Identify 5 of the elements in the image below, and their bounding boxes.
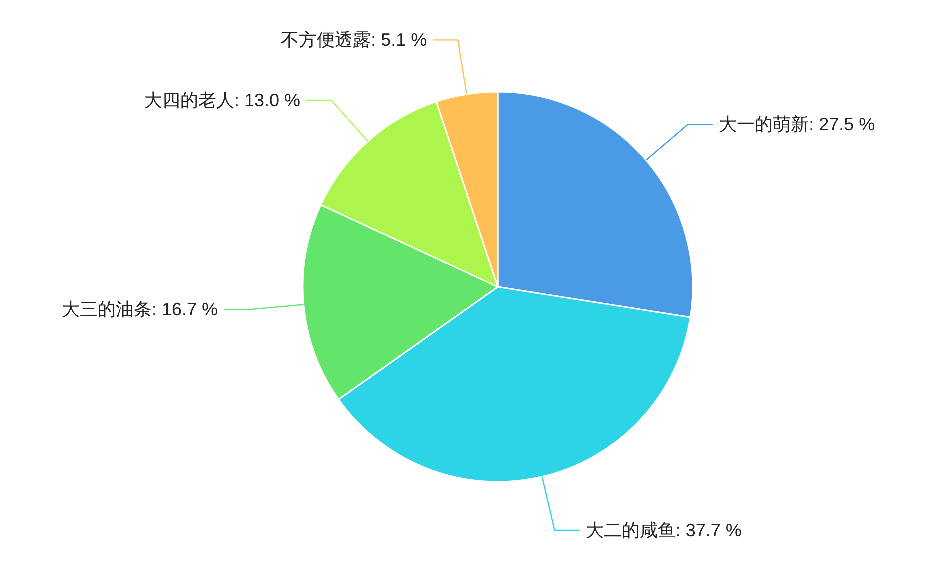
slice-label: 大四的老人: 13.0 %: [144, 90, 300, 111]
slice-label: 大二的咸鱼: 37.7 %: [586, 520, 742, 540]
slice-label: 大三的油条: 16.7 %: [62, 300, 218, 320]
slice-label: 大一的萌新: 27.5 %: [719, 114, 876, 135]
slice-label: 不方便透露: 5.1 %: [281, 30, 428, 50]
